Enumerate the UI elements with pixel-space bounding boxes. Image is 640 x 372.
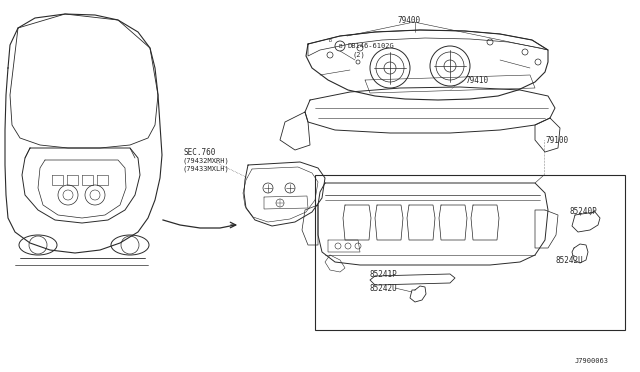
Text: (2): (2) <box>352 52 365 58</box>
Bar <box>315 175 625 330</box>
Text: 79400: 79400 <box>397 16 420 25</box>
Text: (79433MXLH): (79433MXLH) <box>183 166 230 173</box>
Text: SEC.760: SEC.760 <box>183 148 216 157</box>
Text: (79432MXRH): (79432MXRH) <box>183 157 230 164</box>
Text: J7900063: J7900063 <box>575 358 609 364</box>
Text: 85242U: 85242U <box>370 284 397 293</box>
Text: B: B <box>328 38 332 42</box>
Text: 85242U: 85242U <box>556 256 584 265</box>
Text: 85241P: 85241P <box>370 270 397 279</box>
Text: 79410: 79410 <box>465 76 488 85</box>
Text: DB146-6102G: DB146-6102G <box>348 43 395 49</box>
Text: B: B <box>338 44 342 48</box>
Text: 85240P: 85240P <box>570 207 598 216</box>
Text: 79100: 79100 <box>546 136 569 145</box>
